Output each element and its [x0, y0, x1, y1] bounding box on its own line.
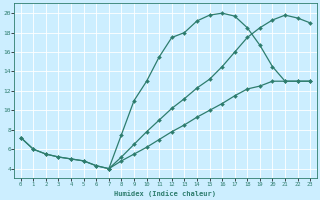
X-axis label: Humidex (Indice chaleur): Humidex (Indice chaleur)	[115, 190, 217, 197]
